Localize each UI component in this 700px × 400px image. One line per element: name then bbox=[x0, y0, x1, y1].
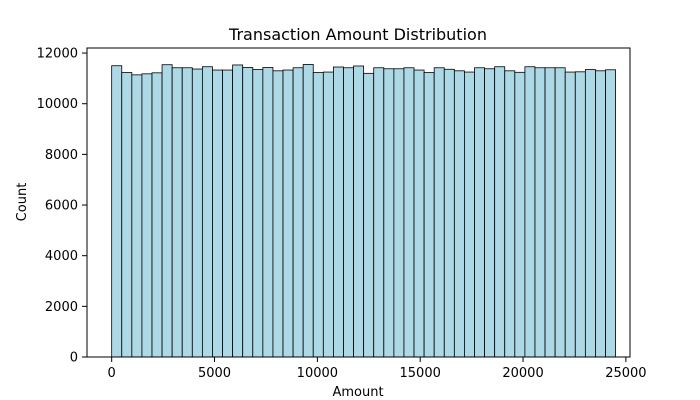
histogram-bar bbox=[242, 67, 254, 358]
histogram-bar bbox=[161, 64, 173, 358]
histogram-bar bbox=[131, 74, 143, 358]
histogram-bar bbox=[171, 67, 183, 358]
histogram-bar bbox=[282, 69, 294, 358]
histogram-bar bbox=[605, 69, 617, 358]
x-axis: 0 5000 10000 15000 20000 25000 bbox=[108, 357, 647, 381]
histogram-bar bbox=[383, 68, 395, 358]
histogram-bar bbox=[554, 67, 566, 358]
y-tick-label: 6000 bbox=[45, 199, 78, 214]
x-tick-label: 15000 bbox=[400, 366, 441, 381]
y-tick-label: 10000 bbox=[37, 97, 78, 112]
x-tick-label: 5000 bbox=[198, 366, 231, 381]
histogram-bar bbox=[363, 72, 375, 358]
histogram-bar bbox=[574, 71, 586, 358]
y-axis-label: Count bbox=[15, 183, 30, 222]
histogram-bar bbox=[151, 72, 163, 358]
histogram-bar bbox=[292, 67, 304, 358]
histogram-bar bbox=[564, 71, 576, 358]
y-tick-label: 2000 bbox=[45, 300, 78, 315]
bars-layer bbox=[111, 64, 617, 358]
x-tick-label: 0 bbox=[108, 366, 116, 381]
histogram-bar bbox=[433, 67, 445, 358]
histogram-bar bbox=[474, 67, 485, 358]
histogram-bar bbox=[232, 64, 244, 358]
histogram-bar bbox=[272, 70, 284, 358]
histogram-bar bbox=[353, 65, 365, 358]
histogram-bar bbox=[191, 68, 203, 358]
histogram-bar bbox=[222, 69, 234, 358]
histogram-bar bbox=[514, 71, 526, 358]
plot-frame bbox=[86, 47, 631, 358]
histogram-bar bbox=[504, 70, 516, 358]
histogram-bar bbox=[181, 67, 193, 358]
x-tick-label: 25000 bbox=[605, 366, 646, 381]
histogram-bar bbox=[201, 66, 213, 358]
histogram-bar bbox=[464, 71, 475, 358]
histogram-bar bbox=[252, 69, 264, 358]
histogram-bar bbox=[322, 71, 334, 358]
histogram-bar bbox=[403, 67, 415, 358]
histogram-bar bbox=[484, 68, 496, 358]
y-axis: 0 2000 4000 6000 8000 10000 12000 bbox=[37, 47, 87, 366]
histogram-bar bbox=[494, 66, 506, 358]
histogram-bar bbox=[141, 73, 153, 358]
histogram-bar bbox=[584, 69, 596, 358]
histogram-bar bbox=[121, 72, 133, 358]
x-axis-label: Amount bbox=[332, 385, 383, 400]
x-tick-label: 20000 bbox=[502, 366, 543, 381]
y-tick-label: 0 bbox=[70, 351, 78, 366]
histogram-bar bbox=[443, 68, 455, 358]
x-tick-label: 10000 bbox=[297, 366, 338, 381]
histogram-bar bbox=[393, 68, 405, 358]
y-tick-label: 8000 bbox=[45, 148, 78, 163]
histogram-bar bbox=[333, 66, 344, 358]
histogram-bar bbox=[544, 67, 556, 358]
histogram-bar bbox=[595, 70, 606, 358]
histogram-bar bbox=[343, 67, 354, 358]
histogram-bar bbox=[534, 67, 546, 358]
histogram-bar bbox=[524, 66, 536, 358]
histogram-bar bbox=[262, 67, 274, 358]
histogram-bar bbox=[453, 70, 465, 358]
y-tick-label: 4000 bbox=[45, 249, 78, 264]
histogram-bar bbox=[413, 69, 425, 358]
histogram-bar bbox=[373, 67, 385, 358]
histogram-bar bbox=[302, 64, 314, 358]
y-tick-label: 12000 bbox=[37, 47, 78, 62]
histogram-bar bbox=[423, 72, 435, 358]
histogram-bar bbox=[111, 65, 123, 358]
histogram-bar bbox=[212, 69, 223, 358]
chart-title: Transaction Amount Distribution bbox=[228, 25, 487, 44]
histogram-bar bbox=[312, 72, 324, 358]
